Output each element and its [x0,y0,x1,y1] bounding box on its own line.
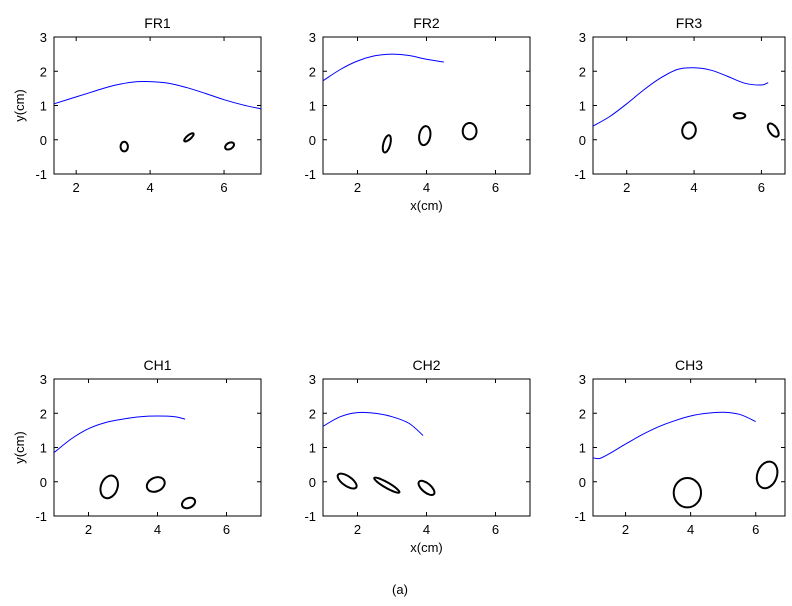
x-tick-label: 2 [354,522,361,537]
y-tick-label: 1 [40,99,47,114]
ellipse-marker [180,496,197,510]
axes-frame [322,378,531,517]
ellipse-marker [766,122,780,138]
y-axis-label: y(cm) [12,89,27,122]
trajectory-line [322,53,444,82]
y-tick-label: -1 [304,167,316,182]
x-tick-label: 6 [758,180,765,195]
x-tick-label: 4 [687,522,694,537]
x-tick-label: 6 [223,522,230,537]
plot-title: FR3 [676,15,703,31]
axes-frame [592,36,786,175]
subplot-grid: FR1 -1 0 1 2 3 2 4 6 y(cm) FR2 -1 0 1 2 3 2 4 6 x(cm) FR3 -1 0… [12,15,786,555]
ellipse-marker [755,460,779,490]
trajectory-line [53,415,186,453]
y-tick-label: -1 [574,509,586,524]
y-tick-label: -1 [35,509,47,524]
x-axis-label: x(cm) [410,198,443,213]
y-tick-label: 2 [579,406,586,421]
y-tick-label: 2 [309,406,316,421]
ellipse-marker [381,134,392,154]
y-tick-label: 3 [40,30,47,45]
ellipse-marker [336,472,358,490]
figure-label: (a) [392,582,408,597]
ellipse-marker [417,479,436,496]
y-tick-label: 1 [309,99,316,114]
ellipse-marker [732,112,747,120]
y-tick-label: 0 [40,475,47,490]
ellipse-marker [224,141,236,151]
y-tick-label: 3 [579,30,586,45]
axes-frame [53,36,262,175]
trajectory-line [592,411,756,460]
ellipse-marker [373,476,401,494]
plot-title: CH1 [143,357,171,373]
ellipse-marker [461,121,478,141]
subplot-ch3: CH3 -1 0 1 2 3 2 4 6 [574,357,786,537]
trajectory-line [322,411,424,436]
axes-frame [53,378,262,517]
y-tick-label: -1 [304,509,316,524]
ellipse-marker [418,125,432,147]
y-tick-label: 2 [309,64,316,79]
y-tick-label: -1 [35,167,47,182]
y-axis-label: y(cm) [12,431,27,464]
y-tick-label: 1 [40,441,47,456]
y-tick-label: 2 [579,64,586,79]
y-tick-label: 3 [309,372,316,387]
y-tick-label: 0 [309,475,316,490]
y-tick-label: 1 [579,441,586,456]
trajectory-line [592,67,769,127]
y-tick-label: 2 [40,406,47,421]
y-tick-label: 3 [40,372,47,387]
subplot-ch1: CH1 -1 0 1 2 3 2 4 6 y(cm) [12,357,262,537]
subplot-fr2: FR2 -1 0 1 2 3 2 4 6 x(cm) [304,15,531,213]
trajectory-line [53,80,262,110]
y-tick-label: -1 [574,167,586,182]
x-tick-label: 2 [622,522,629,537]
y-tick-label: 0 [579,133,586,148]
axes-frame [322,36,531,175]
y-tick-label: 3 [309,30,316,45]
x-tick-label: 4 [423,522,430,537]
plot-title: FR2 [413,15,440,31]
ellipse-marker [183,132,195,143]
plot-title: CH2 [412,357,440,373]
x-axis-label: x(cm) [410,540,443,555]
y-tick-label: 0 [40,133,47,148]
y-tick-label: 1 [579,99,586,114]
subplot-fr3: FR3 -1 0 1 2 3 2 4 6 [574,15,786,195]
x-tick-label: 4 [690,180,697,195]
ellipse-marker [119,140,129,153]
subplot-fr1: FR1 -1 0 1 2 3 2 4 6 y(cm) [12,15,262,195]
plot-title: FR1 [144,15,171,31]
y-tick-label: 0 [579,475,586,490]
y-tick-label: 1 [309,441,316,456]
x-tick-label: 6 [220,180,227,195]
ellipse-marker [672,476,703,509]
y-tick-label: 0 [309,133,316,148]
x-tick-label: 4 [154,522,161,537]
y-tick-label: 2 [40,64,47,79]
x-tick-label: 4 [146,180,153,195]
x-tick-label: 6 [492,180,499,195]
ellipse-marker [145,476,166,493]
plot-title: CH3 [675,357,703,373]
ellipse-marker [681,121,697,140]
x-tick-label: 2 [85,522,92,537]
x-tick-label: 2 [623,180,630,195]
x-tick-label: 2 [73,180,80,195]
subplot-ch2: CH2 -1 0 1 2 3 2 4 6 x(cm) [304,357,531,555]
axes-frame [592,378,786,517]
x-tick-label: 2 [354,180,361,195]
x-tick-label: 6 [492,522,499,537]
x-tick-label: 4 [423,180,430,195]
y-tick-label: 3 [579,372,586,387]
ellipse-marker [99,474,119,500]
x-tick-label: 6 [752,522,759,537]
